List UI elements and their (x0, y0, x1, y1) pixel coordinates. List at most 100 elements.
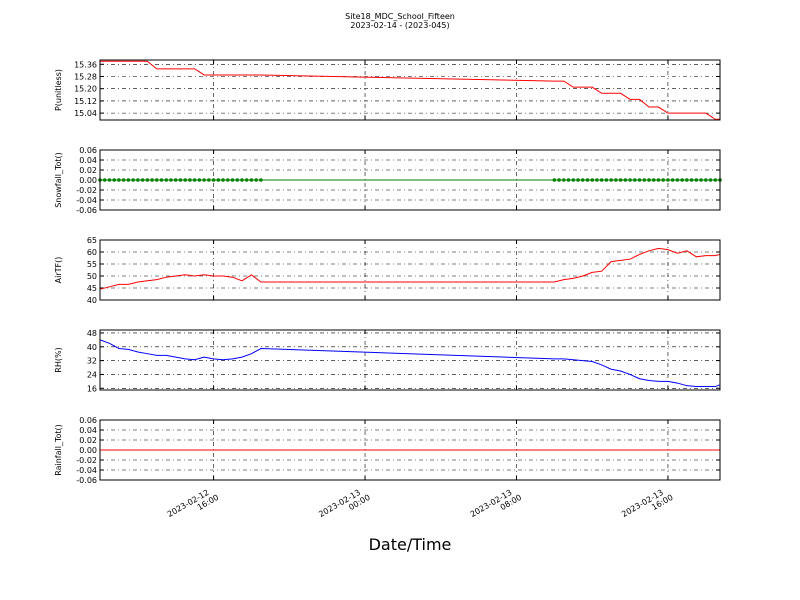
data-point (169, 178, 173, 182)
data-point (107, 178, 112, 182)
data-point (188, 178, 192, 182)
data-point (225, 178, 230, 182)
data-point (708, 178, 713, 182)
y-tick-label: 0.04 (79, 426, 97, 435)
y-tick-label: -0.06 (76, 476, 97, 485)
data-point (633, 178, 637, 182)
data-point (207, 178, 211, 182)
data-point (713, 178, 718, 182)
data-point (173, 178, 178, 182)
data-point (202, 178, 206, 182)
chart-subtitle: 2023-02-14 - (2023-045) (350, 21, 449, 30)
plot-frame (99, 329, 721, 391)
data-point (704, 178, 708, 182)
y-tick-label: 0.06 (79, 146, 97, 155)
data-point (576, 178, 580, 182)
data-point (604, 178, 609, 182)
y-tick-label: -0.06 (76, 206, 97, 215)
data-point (689, 178, 694, 182)
data-point (585, 178, 590, 182)
plot-frame (99, 239, 721, 301)
data-point (140, 178, 145, 182)
y-tick-label: 15.04 (74, 109, 97, 118)
plot-frame (99, 419, 721, 481)
data-point (680, 178, 684, 182)
data-point (249, 178, 254, 182)
y-tick-label: 32 (87, 357, 97, 366)
data-point (183, 178, 187, 182)
y-tick-label: 48 (87, 329, 97, 338)
y-tick-label: 40 (87, 296, 97, 305)
y-tick-label: 40 (87, 343, 97, 352)
data-point (216, 178, 221, 182)
data-point (562, 178, 566, 182)
y-tick-label: 15.28 (74, 72, 97, 81)
plot-frame (99, 59, 721, 121)
y-tick-label: 0.04 (79, 156, 97, 165)
data-point (642, 178, 647, 182)
data-point (235, 178, 240, 182)
data-point (164, 178, 169, 182)
data-point (259, 178, 263, 182)
data-point (244, 178, 249, 182)
data-point (656, 178, 661, 182)
data-point (102, 178, 107, 182)
y-tick-label: 0.00 (79, 176, 97, 185)
y-axis-label: P(unitless) (54, 69, 63, 111)
data-point (675, 178, 680, 182)
data-point (192, 178, 197, 182)
data-point (154, 178, 159, 182)
data-line (100, 60, 720, 120)
data-point (566, 178, 571, 182)
data-point (131, 178, 135, 182)
data-point (637, 178, 642, 182)
y-axis-label: Rainfall_Tot() (54, 424, 63, 476)
y-tick-label: 0.02 (79, 436, 97, 445)
y-tick-label: 15.36 (74, 60, 97, 69)
data-point (112, 178, 116, 182)
y-tick-label: 45 (87, 284, 97, 293)
x-axis-label: Date/Time (369, 535, 452, 554)
y-axis-label: RH(%) (54, 347, 63, 372)
data-point (150, 178, 154, 182)
data-point (197, 178, 202, 182)
data-point (628, 178, 632, 182)
data-point (136, 178, 140, 182)
data-point (599, 178, 604, 182)
data-point (580, 178, 585, 182)
data-point (571, 178, 576, 182)
y-tick-label: 16 (87, 384, 97, 393)
data-point (614, 178, 618, 182)
data-point (661, 178, 666, 182)
data-point (240, 178, 244, 182)
data-point (557, 178, 561, 182)
data-point (670, 178, 675, 182)
data-point (552, 178, 557, 182)
y-tick-label: 0.06 (79, 416, 97, 425)
y-tick-label: 60 (87, 248, 97, 257)
data-point (178, 178, 183, 182)
data-point (254, 178, 258, 182)
y-tick-label: 15.20 (74, 85, 97, 94)
y-tick-label: -0.04 (76, 196, 97, 205)
chart-title: Site18_MDC_School_Fifteen (345, 12, 455, 21)
data-point (618, 178, 623, 182)
data-point (647, 178, 651, 182)
data-point (609, 178, 613, 182)
data-point (221, 178, 225, 182)
data-point (694, 178, 699, 182)
data-point (590, 178, 595, 182)
data-point (666, 178, 670, 182)
y-tick-label: 0.00 (79, 446, 97, 455)
data-point (685, 178, 689, 182)
data-point (121, 178, 126, 182)
data-point (211, 178, 216, 182)
data-point (595, 178, 599, 182)
y-tick-label: 0.02 (79, 166, 97, 175)
y-tick-label: -0.02 (76, 186, 97, 195)
plot-frame (99, 149, 721, 211)
y-axis-label: Snowfall_Tot() (54, 152, 63, 208)
data-point (623, 178, 628, 182)
data-line (99, 247, 721, 290)
